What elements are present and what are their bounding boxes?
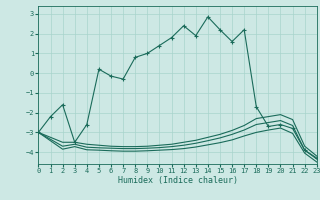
X-axis label: Humidex (Indice chaleur): Humidex (Indice chaleur) <box>118 176 238 185</box>
